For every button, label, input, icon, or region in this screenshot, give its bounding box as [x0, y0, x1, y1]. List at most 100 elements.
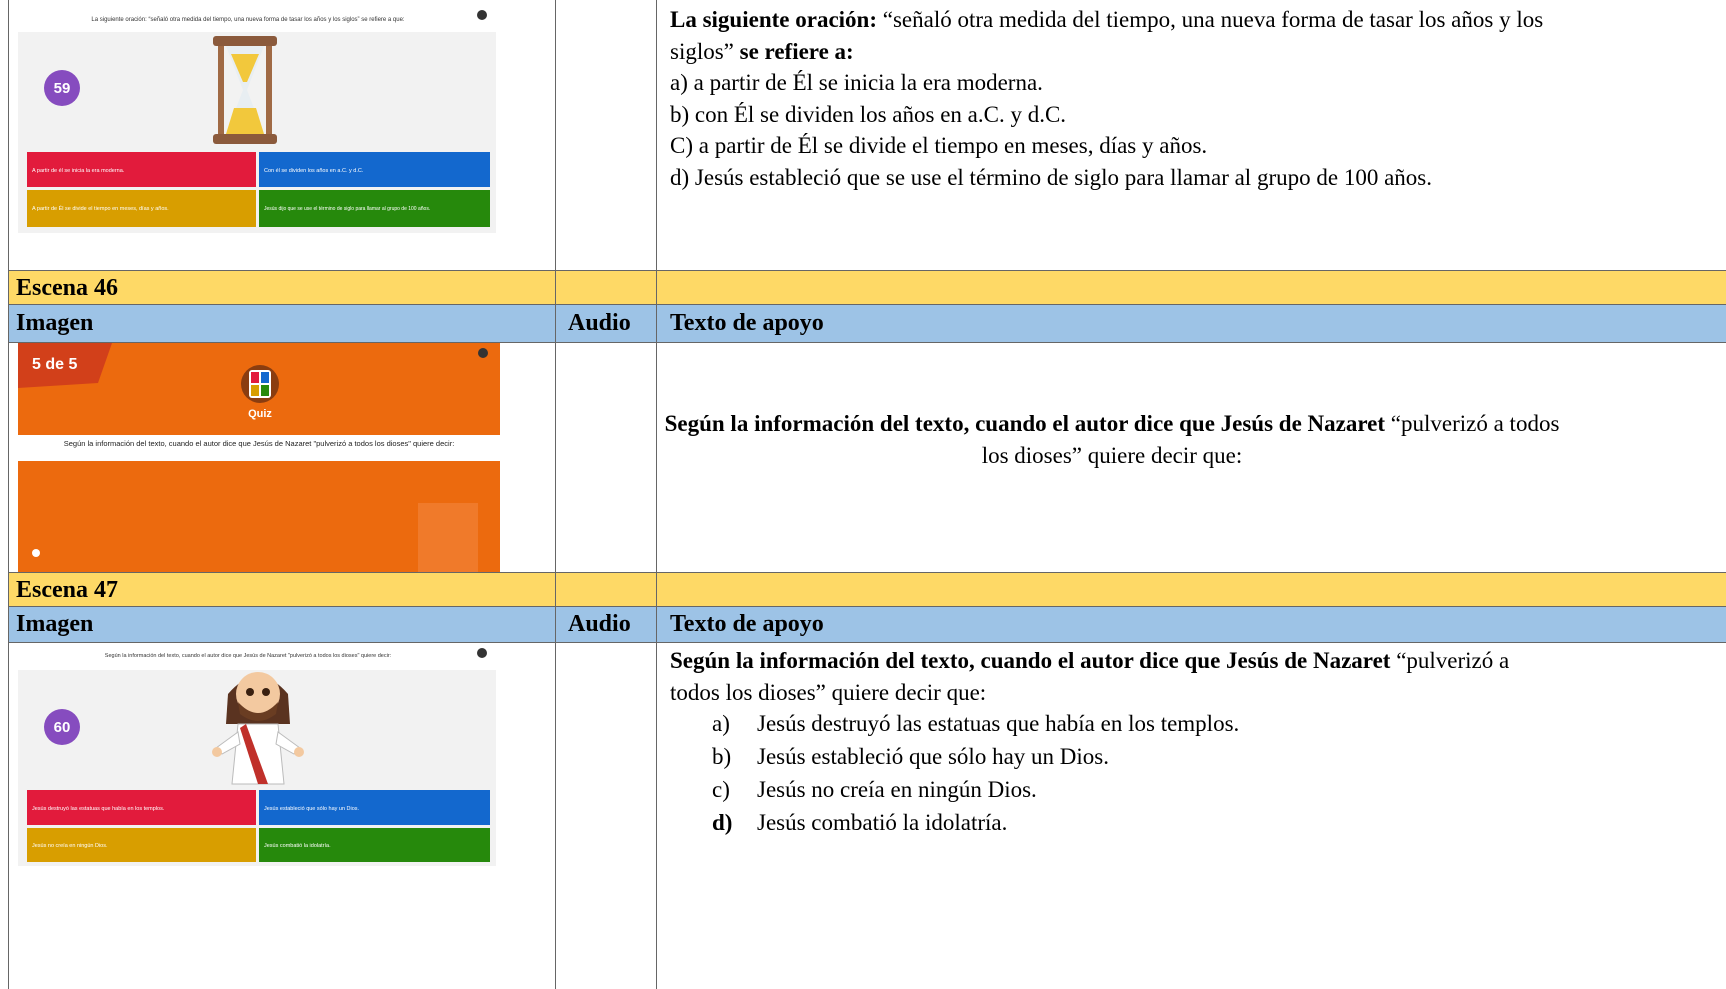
- question-bar: [18, 4, 496, 32]
- illustration-part: [231, 54, 259, 82]
- question-quote: “señaló otra medida del tiempo, una nuev…: [670, 7, 1544, 64]
- option-letter: b): [712, 744, 732, 769]
- option: a) a partir de Él se inicia la era moder…: [670, 70, 1043, 95]
- option: d) Jesús combatió la idolatría.: [670, 807, 1560, 840]
- dot: [32, 549, 40, 557]
- illustration-part: [262, 688, 270, 696]
- border: [8, 304, 1726, 305]
- question-rest: “pulverizó a todos los dioses” quiere de…: [981, 411, 1560, 468]
- option-text: Jesús combatió la idolatría.: [757, 810, 1008, 835]
- header-row: [8, 304, 1726, 342]
- answer-box: [27, 152, 256, 187]
- answer-box: [27, 190, 256, 227]
- support-text: Según la información del texto, cuando e…: [670, 645, 1560, 840]
- option: d) Jesús estableció que se use el términ…: [670, 164, 1432, 190]
- illustration-part: [240, 724, 268, 784]
- answer-box: [259, 790, 490, 825]
- column-header: Imagen: [16, 611, 94, 637]
- question-bold: Según la información del texto, cuando e…: [664, 411, 1386, 436]
- illustration-part: [251, 385, 259, 396]
- answer-box: [259, 828, 490, 862]
- hourglass: [213, 36, 277, 144]
- option-list: a) Jesús destruyó las estatuas que había …: [670, 708, 1560, 840]
- column-header: Texto de apoyo: [670, 310, 824, 336]
- question: La siguiente oración: “señaló otra medid…: [670, 4, 1560, 67]
- answer-box: [259, 190, 490, 227]
- icon: [478, 348, 488, 358]
- question: Según la información del texto, cuando e…: [670, 645, 1560, 708]
- timer: 60: [54, 719, 71, 736]
- icon: [477, 10, 487, 20]
- answer: Jesús dijo que se use el término de sigl…: [264, 206, 430, 212]
- illustration-part: [212, 747, 222, 757]
- border: [555, 0, 556, 989]
- illustration-part: [213, 134, 277, 144]
- option: a) Jesús destruyó las estatuas que había …: [670, 708, 1560, 741]
- option-letter: d): [712, 810, 733, 835]
- support-text: Según la información del texto, cuando e…: [662, 408, 1562, 471]
- timer-circle: [44, 709, 80, 745]
- question-bar: [18, 644, 496, 670]
- answer: A partir de Él se divide el tiempo en me…: [32, 205, 169, 212]
- border: [8, 342, 1726, 343]
- illustration-part: [246, 688, 254, 696]
- quiz-screenshot: La siguiente oración: “señaló otra medid…: [18, 4, 496, 233]
- screen-question: La siguiente oración: “señaló otra medid…: [91, 17, 405, 23]
- column-header: Texto de apoyo: [670, 611, 824, 637]
- column-header: Audio: [568, 310, 631, 336]
- option-text: Jesús destruyó las estatuas que había en…: [757, 711, 1240, 736]
- answer: A partir de él se inicia la era moderna.: [32, 168, 125, 174]
- quiz-icon: [241, 365, 279, 403]
- question-rest: “pulverizó a todos los dioses” quiere de…: [670, 648, 1510, 705]
- illustration-part: [294, 747, 304, 757]
- counter: 5 de 5: [32, 356, 77, 373]
- option: b) con Él se dividen los años en a.C. y …: [670, 101, 1067, 127]
- column-header: Imagen: [16, 310, 94, 336]
- border: [8, 572, 1726, 573]
- jesus-illustration: [212, 672, 304, 785]
- scene-row: [8, 270, 1726, 304]
- illustration-part: [266, 46, 272, 134]
- scene-label: Escena 46: [16, 275, 118, 301]
- illustration-part: [226, 108, 264, 134]
- illustration-part: [213, 36, 277, 46]
- answer-box: [27, 790, 256, 825]
- question-end: se refiere a:: [739, 38, 854, 64]
- question-bold: Según la información del texto, cuando e…: [670, 648, 1391, 673]
- illustration-part: [261, 385, 269, 396]
- option: c) Jesús no creía en ningún Dios.: [670, 774, 1560, 807]
- question-lead: La siguiente oración:: [670, 7, 877, 32]
- border: [656, 0, 657, 989]
- screen-question: Según la información del texto, cuando e…: [105, 653, 392, 659]
- answer: Jesús no creía en ningún Dios.: [32, 843, 108, 849]
- question-bar: [18, 435, 500, 461]
- support-text: La siguiente oración: “señaló otra medid…: [670, 4, 1560, 193]
- header-row: [8, 606, 1726, 642]
- answer-box: [259, 152, 490, 187]
- option-letter: a): [712, 711, 730, 736]
- option: C) a partir de Él se divide el tiempo en…: [670, 133, 1208, 158]
- border: [8, 0, 9, 989]
- answer: Jesús estableció que sólo hay un Dios.: [264, 806, 360, 812]
- quiz-screenshot: 5 de 5 Quiz Según la información del tex…: [18, 343, 500, 572]
- scene-row: [8, 572, 1726, 606]
- answer: Jesús destruyó las estatuas que había en…: [32, 806, 165, 812]
- option-letter: c): [712, 777, 730, 802]
- option-text: Jesús no creía en ningún Dios.: [757, 777, 1037, 802]
- border: [8, 270, 1726, 271]
- answer: Jesús combatió la idolatría.: [264, 843, 331, 849]
- counter-banner: [18, 343, 112, 388]
- option-text: Jesús estableció que sólo hay un Dios.: [757, 744, 1109, 769]
- timer: 59: [54, 80, 71, 97]
- illustration-part: [236, 672, 280, 716]
- badge: Quiz: [248, 408, 272, 420]
- answer-box: [27, 828, 256, 862]
- illustration-part: [261, 372, 269, 383]
- timer-circle: [44, 70, 80, 106]
- illustration-part: [218, 46, 224, 134]
- answer: Con él se dividen los años en a.C. y d.C…: [264, 168, 364, 174]
- border: [8, 642, 1726, 643]
- screen-question: Según la información del texto, cuando e…: [64, 439, 455, 448]
- icon: [477, 648, 487, 658]
- decor: [418, 503, 478, 572]
